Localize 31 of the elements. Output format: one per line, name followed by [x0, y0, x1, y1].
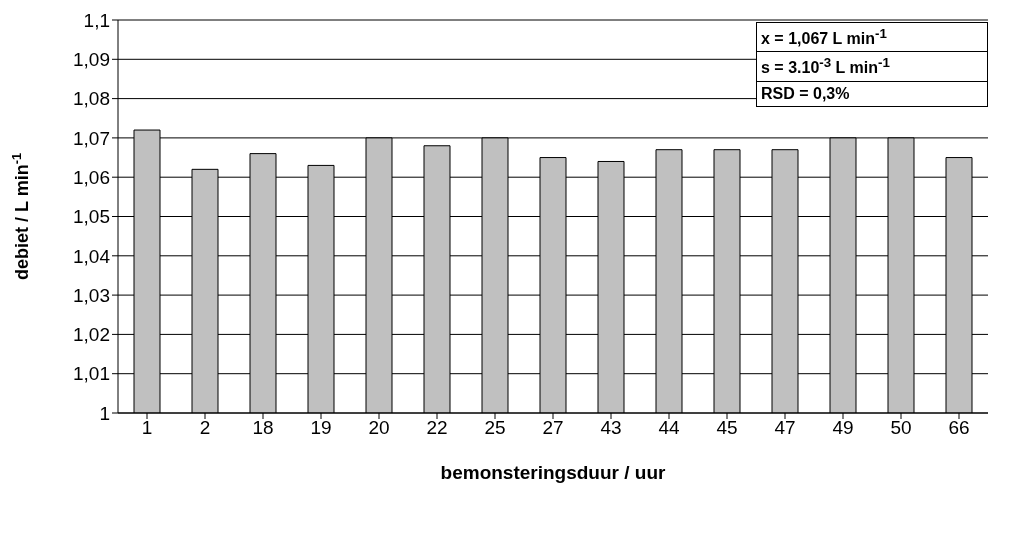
annotation: s = 3.10$^{-3}$ L min$^{-1}$ [757, 51, 987, 81]
x-tick-label: 2 [199, 417, 211, 439]
y-tick-label: 1,04 [73, 245, 111, 267]
annotation: RSD = 0,3% [757, 80, 987, 106]
y-tick-label: 1,05 [73, 206, 110, 228]
x-tick-label: 49 [832, 417, 854, 439]
x-tick-label: 22 [426, 417, 448, 439]
y-tick-label: 1,1 [83, 9, 110, 31]
annotation: x = 1,067 L min$^{-1}$ [760, 25, 888, 50]
x-tick-label: 19 [310, 417, 332, 439]
x-tick-label: 20 [368, 417, 390, 439]
x-tick-label: 44 [658, 417, 680, 439]
y-tick-label: 1,03 [73, 284, 110, 306]
x-tick-label: 50 [890, 417, 912, 439]
x-tick-label: 47 [774, 417, 796, 439]
x-tick-label: 66 [948, 417, 970, 439]
y-tick-label: 1 [99, 402, 110, 424]
y-tick-label: 1,08 [73, 88, 110, 110]
y-tick-label: 1,06 [73, 166, 110, 188]
y-tick-label: 1,01 [73, 363, 110, 385]
text-box: x = 1,067 L min$^{-1}$ s = 3.10$^{-3}$ L min$^{-1}$ RSD = 0,3% [756, 22, 988, 107]
x-axis-title: bemonsteringsduur / uur [440, 462, 667, 483]
x-tick-label: 27 [542, 417, 564, 439]
y-tick-label: 1,02 [73, 324, 110, 346]
x-tick-label: 1 [141, 417, 153, 439]
x-tick-label: 25 [484, 417, 506, 439]
y-tick-label: 1,07 [73, 127, 110, 149]
y-tick-label: 1,09 [73, 49, 110, 71]
x-tick-label: 18 [252, 417, 274, 439]
x-tick-label: 45 [716, 417, 738, 439]
x-tick-label: 43 [600, 417, 622, 439]
